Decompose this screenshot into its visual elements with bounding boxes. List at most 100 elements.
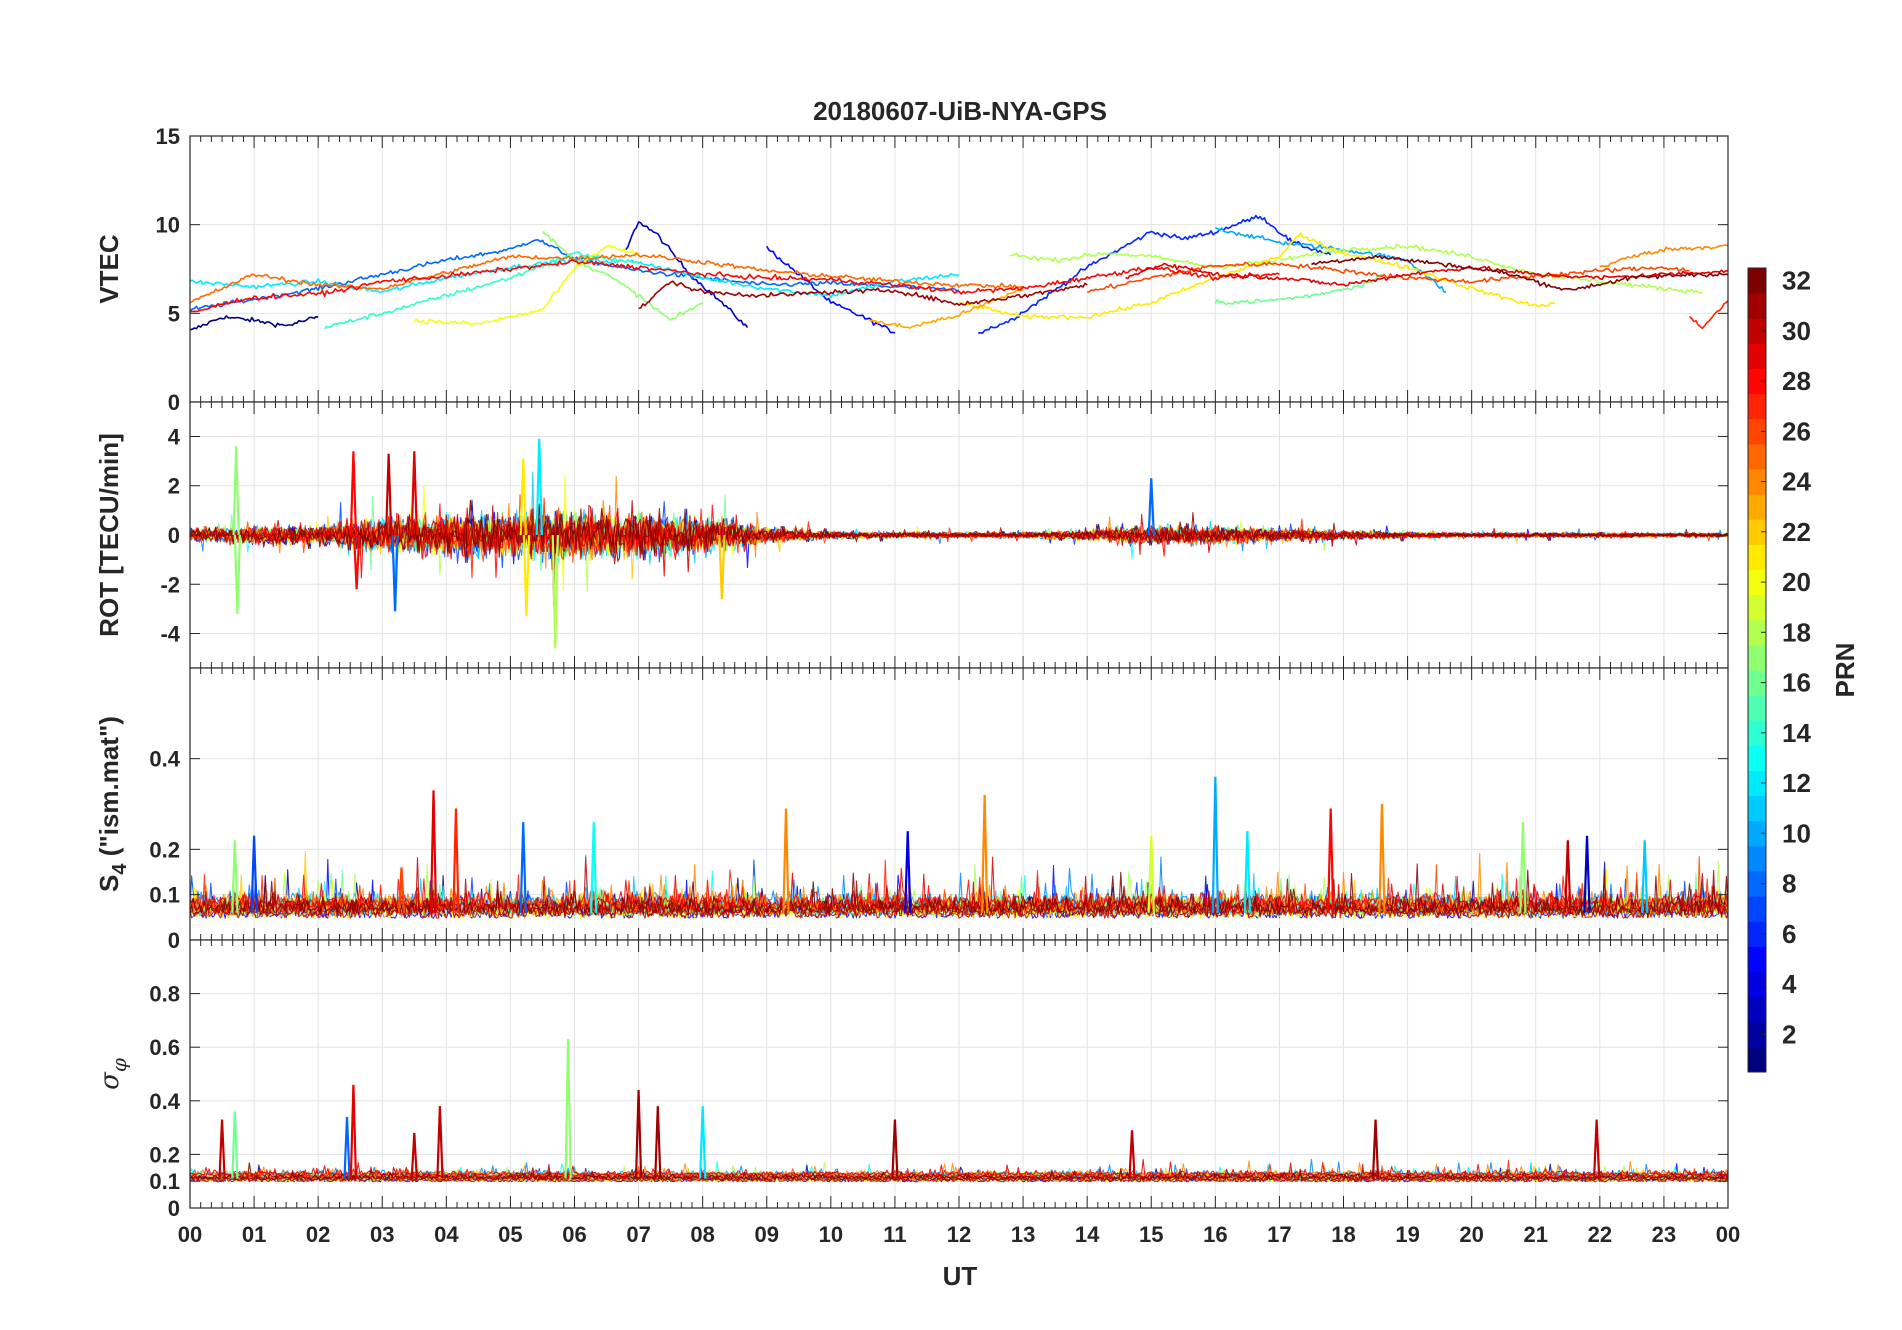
panel-sigphi: 00.10.2 0.4 0.6 0.8 σφ 00 01 02 03 04 05 06 07 08 09 10… — [95, 939, 1740, 1247]
spike-prn-29 — [410, 451, 418, 536]
panel-vtec-series — [189, 214, 1729, 335]
spike-prn-29 — [429, 790, 438, 913]
x-tick-label: 23 — [1652, 1222, 1676, 1247]
series-prn-18 — [1009, 243, 1703, 295]
y-tick-label: 0.4 — [149, 1089, 180, 1114]
colorbar-tick-label: 32 — [1782, 266, 1811, 296]
y-tick-label: -4 — [160, 622, 180, 647]
series-prn-28 — [189, 258, 1280, 313]
spike-prn-16 — [231, 1111, 239, 1179]
x-tick-label: 14 — [1075, 1222, 1100, 1247]
colorbar-band-prn-32 — [1748, 268, 1766, 294]
spike-prn-17 — [564, 1039, 572, 1179]
colorbar-band-prn-11 — [1748, 795, 1766, 822]
spike-prn-10 — [1211, 776, 1219, 913]
x-tick-label: 05 — [498, 1222, 522, 1247]
colorbar-label: PRN — [1830, 643, 1860, 698]
spike-prn-8 — [519, 822, 527, 913]
x-tick-label: 22 — [1588, 1222, 1612, 1247]
spike-prn-27 — [452, 808, 460, 913]
colorbar-band-prn-9 — [1748, 845, 1766, 872]
colorbar-tick-label: 28 — [1782, 366, 1811, 396]
colorbar-tick-label: 2 — [1782, 1019, 1796, 1049]
spike-prn-21 — [522, 534, 531, 617]
ylabel-subscript: φ — [107, 1058, 131, 1072]
colorbar-tick-label: 14 — [1782, 718, 1811, 748]
x-tick-label: 09 — [755, 1222, 779, 1247]
panel-s4-ylabel: S4 ("ism.mat") — [94, 716, 131, 892]
spike-prn-30 — [410, 1132, 418, 1179]
colorbar-band-prn-24 — [1748, 469, 1766, 495]
x-axis-label: UT — [943, 1261, 978, 1291]
panel-rot-yaxis: -4 -2 0 2 4 — [160, 424, 1728, 647]
colorbar-tick-label: 30 — [1782, 316, 1811, 346]
y-tick-label: 0 — [168, 928, 180, 953]
panel-vtec-xticks — [189, 136, 1729, 402]
spike-prn-21 — [519, 458, 527, 536]
colorbar-band-prn-15 — [1748, 695, 1766, 721]
series-prn-1 — [189, 315, 319, 331]
panel-rot-xticks — [189, 402, 1729, 668]
x-tick-label: 06 — [562, 1222, 586, 1247]
ylabel-base: σ — [95, 1071, 125, 1090]
spike-prn-17 — [1519, 822, 1527, 913]
series-prn-32 — [1311, 254, 1729, 291]
colorbar-band-prn-10 — [1748, 820, 1766, 847]
y-tick-label: 2 — [168, 474, 180, 499]
series-prn-24 — [1599, 244, 1729, 268]
x-tick-label: 21 — [1524, 1222, 1548, 1247]
panel-sigphi-xticks — [189, 940, 1729, 1208]
y-tick-label: 0 — [168, 523, 180, 548]
spike-prn-17 — [232, 446, 240, 536]
colorbar-band-prn-18 — [1748, 619, 1766, 646]
panel-s4-yaxis: 0 0.1 0.2 0.4 — [149, 747, 1728, 953]
colorbar-band-prn-19 — [1748, 594, 1766, 621]
y-tick-label: 5 — [168, 301, 180, 326]
spike-prn-31 — [654, 1106, 662, 1179]
x-tick-label: 17 — [1267, 1222, 1291, 1247]
colorbar-band-prn-3 — [1748, 996, 1766, 1023]
panel-sigphi-ylabel: σφ — [95, 1058, 131, 1090]
colorbar-tick-label: 4 — [1782, 969, 1797, 999]
colorbar-band-prn-8 — [1748, 871, 1766, 897]
spike-prn-30 — [1564, 840, 1572, 913]
colorbar-band-prn-16 — [1748, 670, 1766, 696]
spike-prn-24 — [782, 808, 790, 913]
spike-prn-8 — [391, 534, 399, 612]
colorbar-band-prn-31 — [1748, 293, 1766, 319]
x-tick-label: 12 — [947, 1222, 971, 1247]
spike-prn-30 — [384, 453, 393, 536]
series-prn-25 — [189, 252, 1024, 304]
colorbar-band-prn-4 — [1748, 971, 1766, 998]
spike-prn-24 — [980, 794, 989, 913]
chart-title: 20180607-UiB-NYA-GPS — [813, 96, 1107, 126]
y-tick-label: 0.4 — [149, 747, 180, 772]
colorbar-band-prn-17 — [1748, 644, 1766, 671]
colorbar-band-prn-2 — [1748, 1021, 1766, 1048]
panel-vtec: 0 5 10 15 VTEC — [94, 124, 1729, 415]
colorbar-band-prn-7 — [1748, 896, 1766, 922]
series-prn-21 — [958, 232, 1556, 321]
panel-sigphi-series — [189, 1158, 1729, 1183]
spike-prn-4 — [904, 831, 912, 913]
colorbar-band-prn-25 — [1748, 443, 1766, 470]
spike-prn-28 — [349, 451, 358, 536]
spike-prn-24 — [1378, 803, 1386, 913]
x-tick-label: 01 — [242, 1222, 266, 1247]
panel-rot: -4 -2 0 2 4 ROT [TECU/min] — [94, 401, 1729, 669]
spike-prn-31 — [634, 1090, 643, 1179]
colorbar-band-prn-20 — [1748, 569, 1766, 596]
colorbar-band-prn-22 — [1748, 519, 1766, 545]
colorbar-tick-label: 26 — [1782, 416, 1811, 446]
x-tick-label: 11 — [883, 1222, 906, 1247]
panel-s4-spikes — [231, 776, 1649, 913]
x-tick-label: 15 — [1139, 1222, 1163, 1247]
spike-prn-17 — [231, 840, 239, 913]
series-prn-31 — [190, 1164, 1729, 1181]
x-tick-label: 04 — [434, 1222, 459, 1247]
colorbar-band-prn-13 — [1748, 745, 1766, 771]
spike-prn-11 — [1641, 840, 1649, 913]
spike-prn-12 — [699, 1106, 707, 1179]
